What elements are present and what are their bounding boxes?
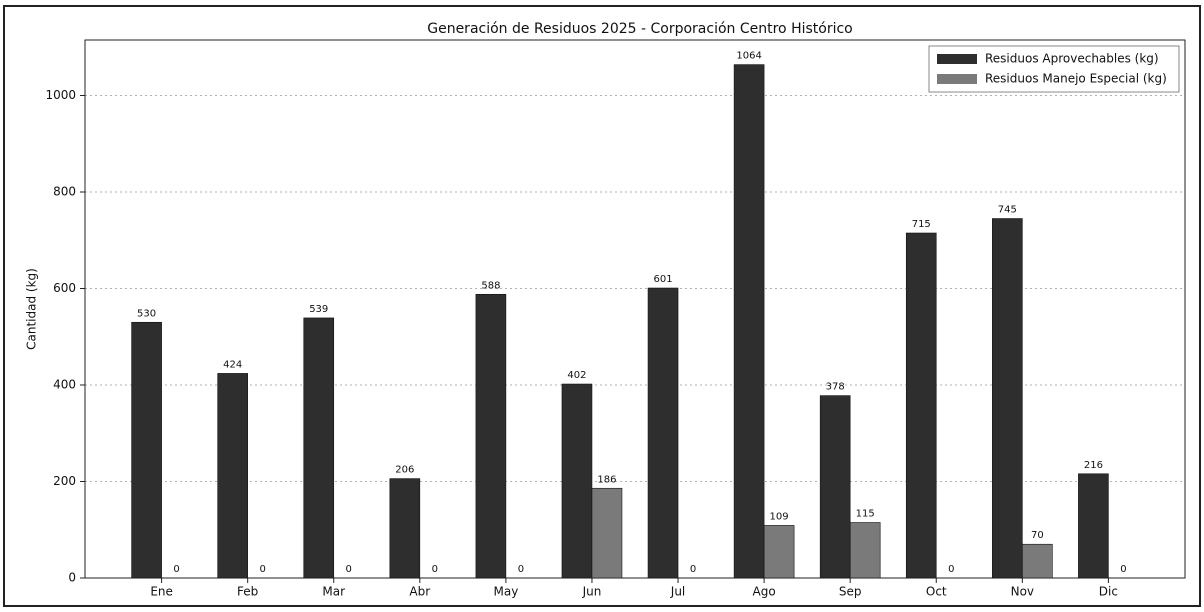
legend-label: Residuos Aprovechables (kg)	[985, 52, 1159, 66]
bar	[303, 317, 335, 579]
x-tick-label: Oct	[926, 585, 947, 599]
x-tick-label: May	[493, 585, 518, 599]
value-label: 378	[826, 382, 845, 393]
bar	[475, 293, 507, 579]
bar	[849, 522, 881, 579]
y-tick-label: 400	[53, 377, 76, 391]
value-label: 0	[948, 564, 954, 575]
bar	[763, 525, 795, 579]
plot-border	[84, 39, 1186, 579]
value-label: 402	[567, 370, 586, 381]
value-label: 186	[597, 474, 616, 485]
legend-swatch	[937, 74, 977, 84]
value-label: 109	[770, 511, 789, 522]
value-label: 530	[137, 308, 156, 319]
bar	[1022, 543, 1053, 579]
x-tick-label: Jul	[670, 585, 685, 599]
value-label: 424	[223, 359, 242, 370]
x-tick-label: Mar	[322, 585, 345, 599]
x-tick-label: Ene	[150, 585, 173, 599]
y-tick-label: 0	[68, 571, 76, 585]
value-label: 745	[998, 205, 1017, 216]
bar	[389, 478, 421, 579]
x-tick-label: Ago	[753, 585, 776, 599]
x-tick-label: Sep	[839, 585, 862, 599]
value-label: 206	[395, 465, 414, 476]
bar	[561, 383, 593, 579]
x-tick-label: Abr	[409, 585, 430, 599]
value-label: 0	[518, 564, 524, 575]
y-tick-label: 600	[53, 281, 76, 295]
value-label: 539	[309, 304, 328, 315]
bar	[131, 321, 162, 579]
legend-swatch	[937, 54, 977, 64]
bar	[647, 287, 679, 579]
x-tick-label: Feb	[237, 585, 258, 599]
value-label: 0	[259, 564, 265, 575]
value-label: 601	[653, 274, 672, 285]
value-label: 0	[1120, 564, 1126, 575]
bar	[591, 487, 623, 579]
x-tick-label: Dic	[1099, 585, 1118, 599]
bar	[1078, 473, 1109, 579]
y-tick-label: 800	[53, 184, 76, 198]
bar	[905, 232, 937, 579]
legend-box	[928, 45, 1180, 93]
value-label: 0	[173, 564, 179, 575]
value-label: 216	[1084, 460, 1103, 471]
value-label: 0	[346, 564, 352, 575]
y-tick-label: 1000	[45, 88, 76, 102]
y-axis-label: Cantidad (kg)	[25, 268, 39, 350]
value-label: 0	[690, 564, 696, 575]
chart-title: Generación de Residuos 2025 - Corporació…	[427, 21, 853, 37]
x-tick-label: Jun	[582, 585, 602, 599]
value-label: 1064	[736, 51, 761, 62]
x-tick-label: Nov	[1011, 585, 1034, 599]
y-tick-label: 200	[53, 474, 76, 488]
bar	[217, 373, 248, 579]
value-label: 115	[856, 509, 875, 520]
legend-label: Residuos Manejo Especial (kg)	[985, 72, 1167, 86]
bar	[819, 395, 851, 579]
value-label: 70	[1031, 530, 1044, 541]
value-label: 715	[912, 219, 931, 230]
value-label: 588	[481, 280, 500, 291]
value-label: 0	[432, 564, 438, 575]
bar	[992, 218, 1023, 579]
bar	[733, 64, 765, 579]
